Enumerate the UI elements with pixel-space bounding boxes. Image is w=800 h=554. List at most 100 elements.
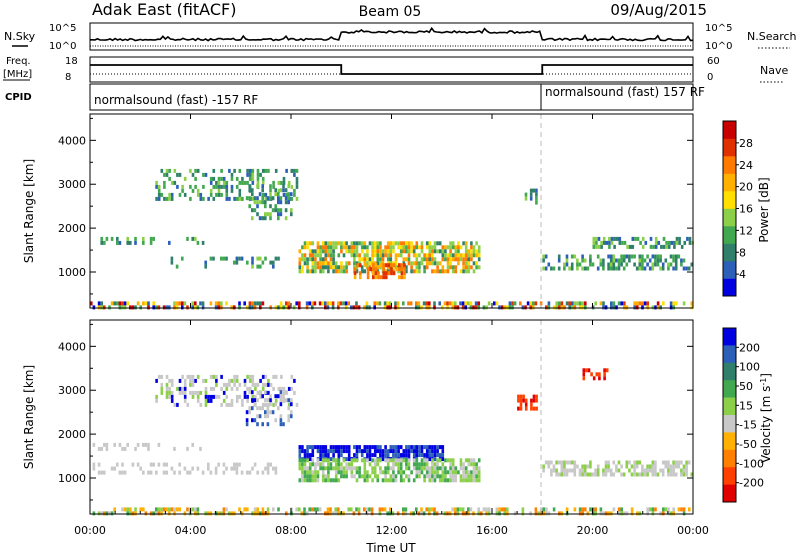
cell (126, 236, 129, 241)
cell (324, 257, 328, 262)
cell (228, 196, 231, 201)
cell (105, 442, 109, 447)
cell (183, 466, 187, 471)
cell (264, 192, 268, 197)
cell (568, 266, 571, 271)
cell (321, 245, 325, 250)
cell (215, 192, 218, 197)
cell (345, 474, 348, 479)
cell (454, 507, 457, 512)
cell (345, 269, 348, 274)
freq-label-1: Freq. (6, 56, 31, 67)
cell (438, 249, 442, 254)
cell (178, 386, 182, 391)
cell (261, 200, 264, 205)
cell (90, 301, 93, 306)
cell (230, 172, 234, 177)
cell (251, 374, 255, 379)
cell (235, 256, 239, 261)
cell (256, 172, 260, 177)
cell (555, 468, 558, 473)
cell (674, 262, 678, 267)
cell (461, 301, 465, 306)
cell (467, 249, 471, 254)
cell (324, 449, 328, 454)
cell (612, 258, 616, 263)
cell (410, 245, 413, 250)
cell (373, 462, 377, 467)
cell (209, 192, 213, 197)
cell (475, 253, 478, 258)
cell (382, 271, 385, 276)
cell (337, 269, 341, 274)
cell (390, 271, 393, 276)
cell (337, 507, 340, 512)
cell (147, 470, 150, 475)
cell (581, 464, 584, 469)
cell (204, 172, 208, 177)
cell (214, 466, 218, 471)
cell (160, 390, 164, 395)
cell (407, 257, 411, 262)
cell (418, 253, 421, 258)
y-tick-label: 3000 (58, 178, 86, 191)
cell (425, 462, 429, 467)
cell (617, 507, 621, 512)
cell (152, 236, 155, 241)
cell (357, 507, 361, 512)
cell (612, 472, 616, 477)
cell (417, 301, 421, 306)
cell (274, 192, 277, 197)
cell (235, 470, 239, 475)
cell (690, 472, 694, 477)
cell (607, 266, 610, 271)
cell (459, 253, 463, 258)
cell (131, 462, 135, 467)
cell (321, 301, 324, 306)
cell (651, 507, 655, 512)
cell (397, 453, 400, 458)
cell (669, 262, 673, 267)
cell (547, 460, 551, 465)
cell (251, 196, 255, 201)
cell (392, 249, 395, 254)
cell (412, 458, 416, 463)
cell (464, 478, 468, 483)
cell (295, 196, 299, 201)
cell (381, 470, 385, 475)
cell (438, 453, 442, 458)
cell (470, 253, 473, 258)
cell (319, 261, 322, 266)
cell (451, 458, 455, 463)
cell (298, 249, 302, 254)
cell (547, 464, 551, 469)
cell (353, 458, 356, 463)
cell (225, 382, 229, 387)
cell (342, 449, 346, 454)
cell (596, 464, 600, 469)
cell (217, 180, 221, 185)
cell (459, 301, 462, 306)
cell (493, 301, 496, 306)
cell (194, 184, 197, 189)
cell (100, 470, 103, 475)
cell (472, 511, 475, 516)
cell (506, 305, 509, 310)
cell (279, 422, 283, 427)
cell (669, 305, 673, 310)
cell (170, 390, 174, 395)
cell (661, 468, 665, 473)
cell (457, 249, 460, 254)
cell (215, 382, 218, 387)
cell (118, 305, 122, 310)
cell (674, 254, 678, 259)
cell (279, 212, 283, 217)
cell (238, 382, 242, 387)
cell (269, 398, 272, 403)
cell (295, 176, 299, 181)
cell (241, 398, 244, 403)
cell (202, 378, 205, 383)
cell (222, 507, 226, 512)
cell (660, 244, 663, 249)
cell (472, 245, 476, 250)
